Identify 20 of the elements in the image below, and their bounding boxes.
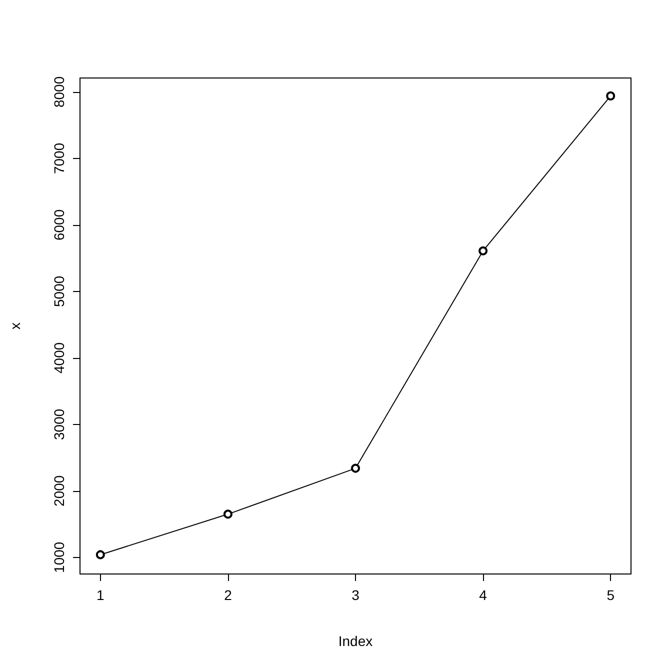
y-tick-label: 4000 [51,342,67,374]
x-tick-label: 1 [96,587,105,603]
y-tick-label: 3000 [51,408,67,440]
point [96,550,105,560]
y-tick-label: 1000 [51,542,67,573]
x-tick-label: 3 [352,587,360,603]
x-tick-label: 4 [479,587,488,603]
point [351,464,360,473]
y-tick-label: 2000 [51,475,67,506]
y-tick-label: 7000 [51,142,67,174]
x-axis-title: Index [338,633,373,649]
point [478,246,488,256]
y-tick-label: 6000 [51,209,67,241]
y-tick-label: 8000 [51,76,67,108]
y-axis-title: x [7,322,23,330]
x-tick-label: 5 [606,587,615,603]
x-tick-label: 2 [224,587,232,603]
point [606,91,616,100]
y-tick-label: 5000 [51,276,67,308]
point [223,510,232,519]
